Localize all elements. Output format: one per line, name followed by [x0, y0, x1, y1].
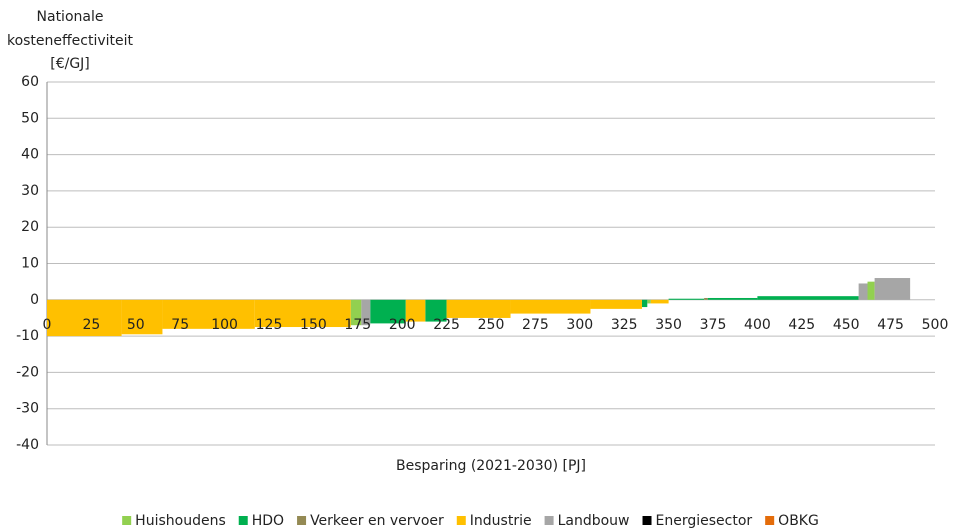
y-axis-title: kosteneffectiviteit: [7, 33, 134, 49]
x-axis-title: Besparing (2021-2030) [PJ]: [396, 458, 586, 474]
y-axis-title: [€/GJ]: [50, 56, 90, 72]
x-tick-label: 150: [300, 317, 327, 333]
y-tick-label: 20: [21, 219, 39, 235]
bar: [370, 299, 406, 324]
x-tick-label: 450: [833, 317, 860, 333]
y-tick-label: 50: [21, 110, 39, 126]
x-tick-label: 475: [877, 317, 904, 333]
legend-swatch: [238, 516, 248, 525]
x-tick-label: 425: [788, 317, 815, 333]
x-tick-label: 375: [700, 317, 727, 333]
bar: [707, 297, 758, 300]
legend-swatch: [297, 516, 307, 525]
bar: [405, 299, 426, 322]
bar: [162, 299, 255, 329]
x-tick-label: 75: [171, 317, 189, 333]
legend-swatch: [122, 516, 132, 525]
x-tick-label: 500: [922, 317, 949, 333]
bar: [254, 299, 351, 328]
y-tick-label: -40: [16, 437, 39, 453]
bar: [647, 299, 651, 304]
x-tick-label: 175: [344, 317, 371, 333]
x-tick-label: 275: [522, 317, 549, 333]
bar: [121, 299, 163, 335]
bar: [350, 299, 362, 326]
bar: [858, 283, 868, 300]
bar: [874, 278, 911, 300]
y-axis-title: Nationale: [37, 9, 104, 25]
bar: [590, 299, 642, 309]
x-tick-label: 250: [478, 317, 505, 333]
x-tick-label: 0: [43, 317, 52, 333]
legend-swatch: [765, 516, 775, 525]
legend-label: HDO: [252, 513, 284, 529]
x-tick-label: 100: [211, 317, 238, 333]
legend-label: Industrie: [470, 513, 532, 529]
x-tick-label: 300: [566, 317, 593, 333]
bar: [668, 298, 705, 300]
x-tick-label: 200: [389, 317, 416, 333]
y-tick-label: -10: [16, 328, 39, 344]
bar: [704, 297, 708, 300]
x-tick-label: 350: [655, 317, 682, 333]
y-tick-label: -20: [16, 364, 39, 380]
x-tick-label: 25: [82, 317, 100, 333]
legend-label: OBKG: [778, 513, 819, 529]
x-tick-label: 325: [611, 317, 638, 333]
x-tick-label: 225: [433, 317, 460, 333]
legend-swatch: [642, 516, 652, 525]
y-tick-label: -30: [16, 401, 39, 417]
bar: [446, 299, 511, 318]
bar: [867, 281, 875, 300]
x-tick-label: 400: [744, 317, 771, 333]
bar: [361, 299, 371, 326]
legend-swatch: [544, 516, 554, 525]
legend-label: Verkeer en vervoer: [310, 513, 444, 529]
bar: [510, 299, 591, 314]
x-tick-label: 125: [256, 317, 283, 333]
bar: [757, 296, 859, 300]
bar: [425, 299, 447, 322]
x-tick-label: 50: [127, 317, 145, 333]
y-tick-label: 10: [21, 256, 39, 272]
legend-label: Landbouw: [558, 513, 630, 529]
bar: [641, 299, 648, 308]
bar: [47, 299, 122, 337]
y-tick-label: 40: [21, 147, 39, 163]
legend-swatch: [456, 516, 466, 525]
legend-label: Huishoudens: [135, 513, 226, 529]
y-tick-label: 0: [30, 292, 39, 308]
y-tick-label: 60: [21, 74, 39, 90]
y-tick-label: 30: [21, 183, 39, 199]
legend-label: Energiesector: [656, 513, 753, 529]
bar: [650, 299, 669, 304]
